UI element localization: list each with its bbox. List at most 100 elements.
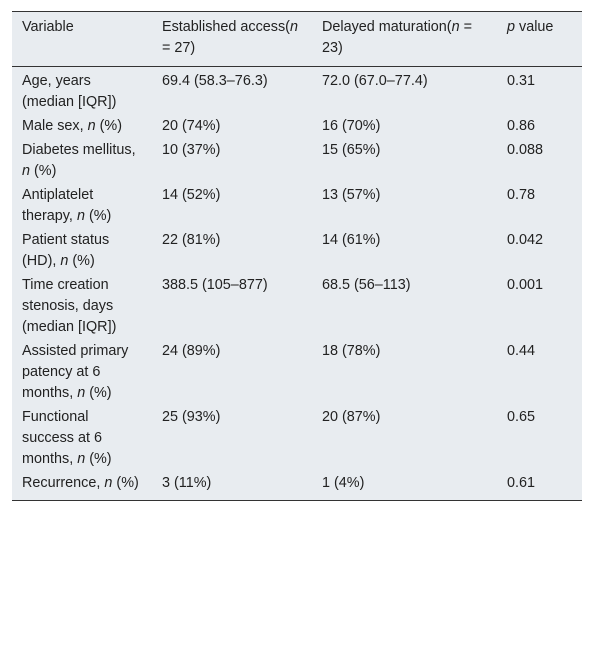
text: 24 (89%) [162, 343, 221, 359]
text: Assisted primary patency at 6 months, [22, 343, 129, 401]
text: Age, years (median [IQR]) [22, 73, 117, 110]
text: 20 (74%) [162, 118, 221, 134]
text: 0.042 [507, 232, 544, 248]
text: Variable [22, 19, 74, 35]
text: (%) [30, 163, 57, 179]
table-cell: 16 (70%) [312, 114, 497, 138]
table-cell: Functional success at 6 months, n (%) [12, 405, 152, 471]
text: Delayed maturation( [322, 19, 452, 35]
text: 14 (61%) [322, 232, 381, 248]
table-container: Variable Established access(n = 27) Delaye… [12, 11, 582, 501]
table-cell: Recurrence, n (%) [12, 471, 152, 501]
text: Functional success at 6 months, [22, 409, 102, 467]
text: Antiplatelet therapy, [22, 187, 94, 224]
text: 18 (78%) [322, 343, 381, 359]
text: 20 (87%) [322, 409, 381, 425]
table-cell: 0.61 [497, 471, 582, 501]
text: 25 (93%) [162, 409, 221, 425]
text: (%) [68, 253, 95, 269]
text: 15 (65%) [322, 142, 381, 158]
text: (%) [95, 118, 122, 134]
text: 0.088 [507, 142, 544, 158]
text: 0.001 [507, 277, 544, 293]
italic-text: n [87, 118, 96, 134]
text: 16 (70%) [322, 118, 381, 134]
table-cell: 0.78 [497, 183, 582, 228]
text: (%) [85, 385, 112, 401]
header-cell: Delayed maturation(n = 23) [312, 12, 497, 67]
header-cell: Established access(n = 27) [152, 12, 312, 67]
text: 3 (11%) [162, 475, 212, 491]
table-cell: 68.5 (56–113) [312, 273, 497, 339]
table-row: Time creation stenosis, days (median [IQ… [12, 273, 582, 339]
header-cell: p value [497, 12, 582, 67]
table-cell: 72.0 (67.0–77.4) [312, 67, 497, 115]
table-header: Variable Established access(n = 27) Delaye… [12, 11, 582, 67]
table-cell: Patient status (HD), n (%) [12, 228, 152, 273]
italic-text: n [451, 19, 460, 35]
italic-text: n [77, 385, 86, 401]
table-cell: 24 (89%) [152, 339, 312, 405]
italic-text: n [76, 208, 85, 224]
italic-text: n [22, 163, 31, 179]
text: 72.0 (67.0–77.4) [322, 73, 428, 89]
table-cell: 10 (37%) [152, 138, 312, 183]
table-row: Age, years (median [IQR]) 69.4 (58.3–76.3… [12, 67, 582, 115]
table-cell: Time creation stenosis, days (median [IQ… [12, 273, 152, 339]
text: 14 (52%) [162, 187, 221, 203]
table-cell: 0.86 [497, 114, 582, 138]
table-cell: 13 (57%) [312, 183, 497, 228]
table-row: Functional success at 6 months, n (%) 25 … [12, 405, 582, 471]
text: 22 (81%) [162, 232, 221, 248]
table-cell: Assisted primary patency at 6 months, n … [12, 339, 152, 405]
text: 0.65 [507, 409, 536, 425]
table-cell: 0.31 [497, 67, 582, 115]
text: = 23) [322, 19, 473, 56]
text: (%) [84, 208, 112, 224]
table-cell: 14 (61%) [312, 228, 497, 273]
text: 13 (57%) [322, 187, 381, 203]
table-cell: 25 (93%) [152, 405, 312, 471]
text: Established access( [162, 19, 290, 35]
table-cell: Diabetes mellitus, n (%) [12, 138, 152, 183]
table-row: Recurrence, n (%) 3 (11%) 1 (4%) 0.61 [12, 471, 582, 501]
text: value [515, 19, 554, 35]
table-cell: 69.4 (58.3–76.3) [152, 67, 312, 115]
table-cell: 0.042 [497, 228, 582, 273]
text: 0.61 [507, 475, 536, 491]
text: 69.4 (58.3–76.3) [162, 73, 268, 89]
table-cell: 20 (87%) [312, 405, 497, 471]
italic-text: n [289, 19, 298, 35]
table-row: Male sex, n (%) 20 (74%) 16 (70%) 0.86 [12, 114, 582, 138]
text: 68.5 (56–113) [322, 277, 411, 293]
text: 0.31 [507, 73, 536, 89]
text: (%) [112, 475, 139, 491]
text: Recurrence, [22, 475, 105, 491]
text: 0.78 [507, 187, 536, 203]
table-cell: 0.44 [497, 339, 582, 405]
table-cell: 22 (81%) [152, 228, 312, 273]
text: 10 (37%) [162, 142, 221, 158]
header-cell: Variable [12, 12, 152, 67]
italic-text: p [507, 19, 516, 35]
table-cell: 0.001 [497, 273, 582, 339]
data-table: Variable Established access(n = 27) Delaye… [12, 11, 582, 501]
text: Patient status (HD), [22, 232, 110, 269]
text: Male sex, [22, 118, 88, 134]
table-cell: 15 (65%) [312, 138, 497, 183]
table-cell: Male sex, n (%) [12, 114, 152, 138]
table-cell: 14 (52%) [152, 183, 312, 228]
table-cell: 3 (11%) [152, 471, 312, 501]
table-cell: 1 (4%) [312, 471, 497, 501]
text: 1 (4%) [322, 475, 365, 491]
text: (%) [85, 451, 112, 467]
table-cell: 20 (74%) [152, 114, 312, 138]
text: Time creation stenosis, days (median [IQ… [22, 277, 117, 335]
text: 0.44 [507, 343, 536, 359]
table-cell: Antiplatelet therapy, n (%) [12, 183, 152, 228]
table-cell: Age, years (median [IQR]) [12, 67, 152, 115]
table-row: Assisted primary patency at 6 months, n … [12, 339, 582, 405]
header-row: Variable Established access(n = 27) Delaye… [12, 11, 582, 67]
text: Diabetes mellitus, [22, 142, 136, 158]
